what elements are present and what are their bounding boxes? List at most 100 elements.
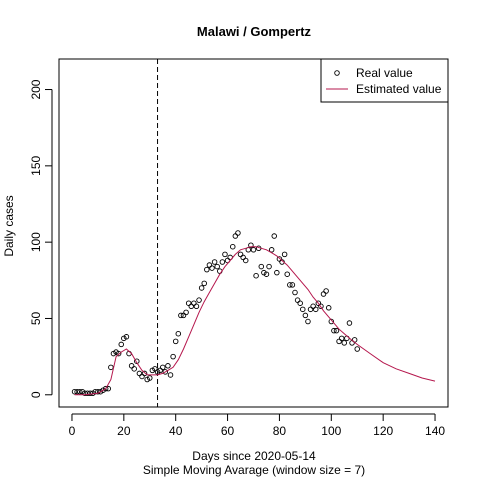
real-value-point [297, 300, 303, 306]
real-value-point [237, 251, 244, 258]
real-value-point [242, 257, 249, 264]
real-value-point [271, 233, 277, 239]
real-value-point [201, 280, 207, 287]
x-axis-label: Days since 2020-05-14 [192, 449, 316, 463]
real-value-point [253, 272, 259, 279]
real-value-point [211, 259, 218, 265]
real-value-point [193, 303, 200, 310]
chart-title: Malawi / Gompertz [197, 24, 312, 39]
real-value-point [263, 271, 270, 277]
x-tick-label: 100 [321, 424, 341, 438]
estimated-value-line [74, 246, 436, 396]
real-value-point [250, 247, 257, 253]
real-value-point [147, 375, 153, 381]
real-value-point [131, 366, 137, 372]
x-tick-label: 60 [221, 424, 235, 438]
real-value-point [320, 291, 327, 297]
real-value-point [76, 388, 83, 395]
x-tick-label: 40 [169, 424, 183, 438]
real-value-point [162, 369, 169, 375]
real-value-point [71, 388, 78, 395]
real-value-point [336, 338, 342, 345]
real-value-point [115, 350, 122, 357]
real-value-point [196, 297, 202, 303]
x-tick-label: 140 [425, 424, 445, 438]
real-value-point [165, 363, 171, 369]
x-axis-sublabel: Simple Moving Avarage (window size = 7) [143, 463, 365, 477]
real-value-point [307, 306, 314, 313]
real-value-point [274, 269, 280, 276]
real-value-point [240, 254, 246, 261]
real-value-point [178, 312, 184, 319]
real-value-point [268, 247, 275, 253]
x-tick-label: 0 [69, 424, 76, 438]
real-value-point [300, 306, 306, 313]
real-value-point [222, 251, 228, 258]
real-value-point [123, 334, 130, 340]
real-value-point [338, 335, 345, 342]
real-value-point [175, 330, 182, 337]
real-value-point [323, 288, 329, 294]
real-value-point [87, 390, 93, 397]
real-value-point [281, 251, 288, 258]
real-value-point [230, 243, 236, 250]
real-value-point [289, 282, 296, 288]
legend-point-swatch [334, 70, 340, 76]
real-value-point [167, 372, 174, 378]
real-value-point [312, 306, 319, 313]
real-value-point [219, 259, 226, 265]
real-value-point [266, 263, 272, 270]
real-value-point [344, 335, 350, 342]
real-value-point [294, 297, 301, 303]
real-value-point [346, 320, 353, 326]
real-value-point [84, 390, 91, 397]
real-value-point [318, 303, 324, 310]
real-value-point [128, 363, 135, 369]
real-value-point [141, 370, 148, 377]
real-value-point [172, 338, 179, 345]
legend-box [320, 58, 449, 103]
x-tick-label: 120 [373, 424, 393, 438]
real-value-point [292, 289, 298, 296]
real-value-point [139, 373, 145, 380]
real-value-point [74, 388, 80, 395]
real-value-point [232, 233, 239, 239]
real-value-point [235, 230, 241, 236]
real-value-point [248, 242, 254, 248]
real-value-point [209, 265, 215, 271]
real-value-point [102, 385, 109, 392]
real-value-point [159, 364, 166, 371]
legend-label: Estimated value [356, 82, 442, 96]
real-value-point [305, 318, 311, 325]
real-value-point [170, 353, 176, 360]
real-value-point [287, 282, 293, 288]
real-value-point [214, 263, 220, 270]
real-value-point [185, 300, 192, 306]
x-tick-label: 80 [273, 424, 287, 438]
real-value-point [198, 285, 205, 291]
legend: Real value Estimated value [320, 58, 449, 103]
real-value-point [206, 262, 213, 268]
real-value-point [310, 303, 316, 310]
real-value-point [108, 364, 114, 371]
plot-frame [58, 58, 449, 408]
real-value-point [354, 346, 360, 352]
real-value-point [183, 309, 189, 316]
real-value-point [331, 327, 337, 334]
real-value-point [302, 312, 309, 319]
real-value-point [118, 341, 124, 348]
y-tick-label: 100 [29, 232, 43, 252]
y-axis-label: Daily cases [2, 195, 16, 256]
y-tick-label: 50 [29, 311, 43, 325]
real-value-point [258, 263, 265, 270]
real-value-point [341, 340, 348, 346]
real-value-point [325, 305, 332, 311]
legend-label: Real value [356, 66, 413, 80]
real-value-point [188, 303, 195, 310]
y-tick-label: 0 [29, 391, 43, 398]
real-value-point [284, 271, 290, 277]
y-tick-label: 150 [29, 156, 43, 176]
real-value-point [333, 327, 340, 334]
x-tick-label: 20 [117, 424, 131, 438]
real-value-point [191, 300, 197, 306]
